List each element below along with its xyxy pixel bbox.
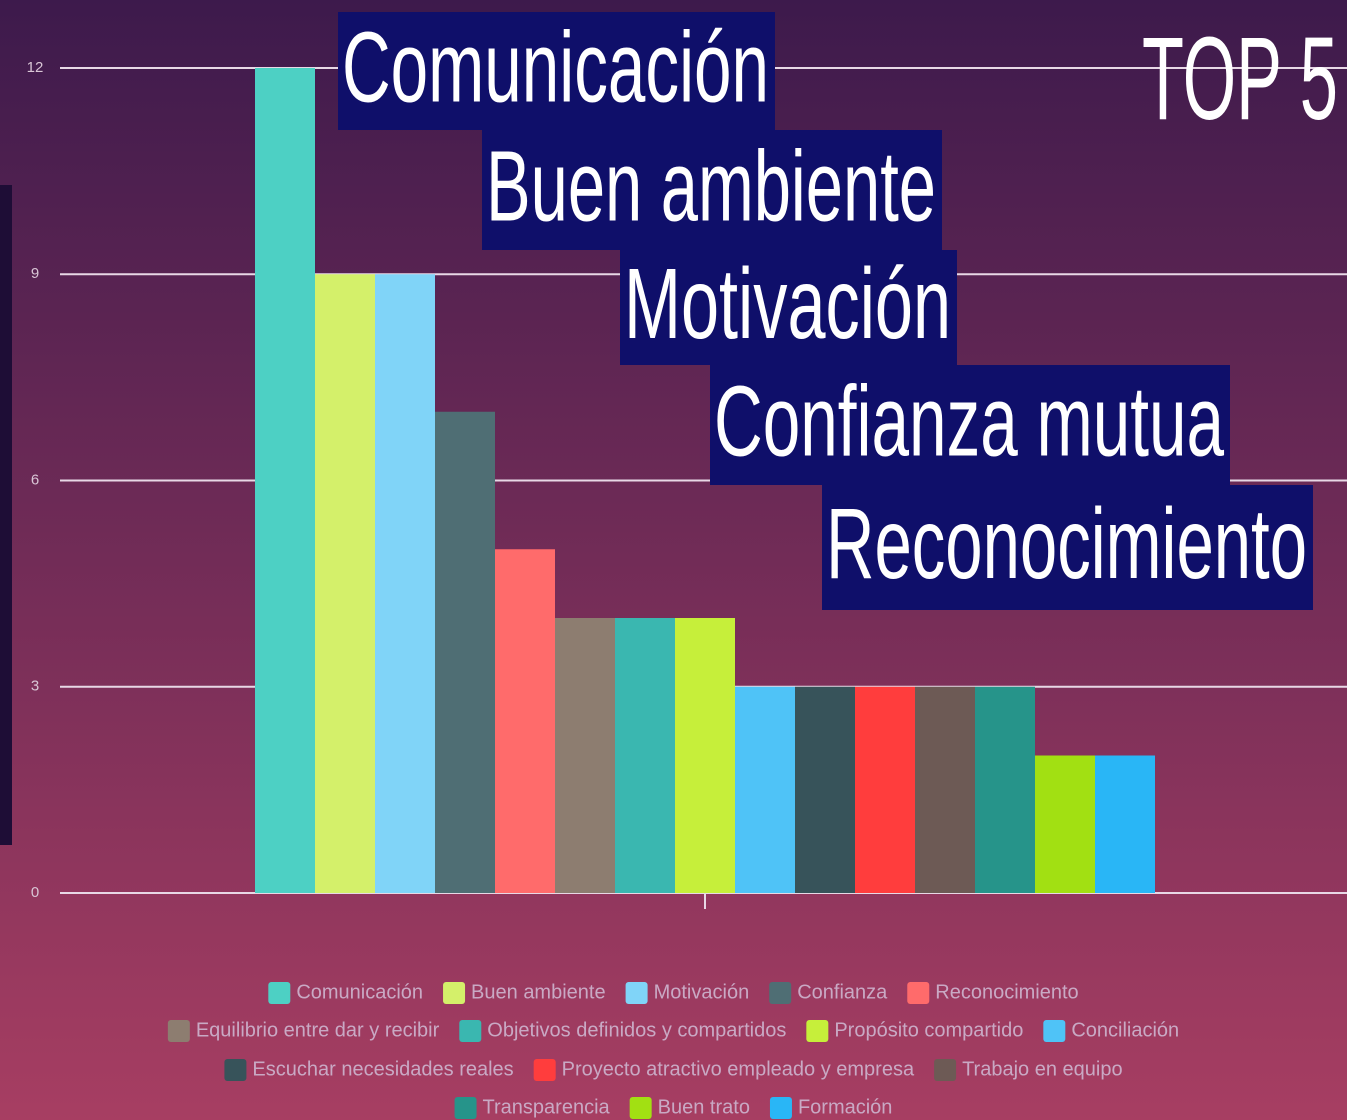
legend-swatch (459, 1020, 482, 1042)
annotation-box (620, 250, 957, 365)
legend-swatch (769, 1097, 792, 1119)
bar (1035, 755, 1095, 893)
bar (675, 618, 735, 893)
y-tick-label: 3 (31, 678, 39, 695)
annotation: Buen ambiente (486, 130, 936, 242)
annotation-box (482, 130, 942, 250)
bar (495, 549, 555, 893)
legend-label: Escuchar necesidades reales (252, 1058, 513, 1080)
legend-label: Buen ambiente (471, 981, 606, 1003)
legend-swatch (769, 982, 792, 1004)
bar (915, 686, 975, 893)
legend-label: Formación (798, 1096, 892, 1118)
legend-label: Proyecto atractivo empleado y empresa (562, 1058, 915, 1080)
bar (435, 411, 495, 893)
legend-label: Reconocimiento (935, 981, 1078, 1003)
y-tick-label: 6 (31, 471, 39, 488)
side-decoration (0, 185, 12, 845)
legend-swatch (443, 982, 466, 1004)
bar (735, 686, 795, 893)
legend-swatch (629, 1097, 652, 1119)
bar (375, 274, 435, 893)
y-tick-label: 12 (27, 59, 44, 76)
legend-label: Comunicación (296, 981, 423, 1003)
bar (1095, 755, 1155, 893)
legend-swatch (625, 982, 648, 1004)
annotation: Motivación (624, 248, 951, 360)
legend-swatch (806, 1020, 829, 1042)
legend-swatch (268, 982, 291, 1004)
legend-label: Conciliación (1071, 1019, 1179, 1041)
bar (255, 68, 315, 893)
bar (615, 618, 675, 893)
badge: TOP 5 (1142, 13, 1338, 145)
legend-swatch (533, 1059, 556, 1081)
y-tick-label: 0 (31, 884, 39, 901)
legend-label: Trabajo en equipo (962, 1058, 1123, 1080)
legend-swatch (454, 1097, 477, 1119)
legend-label: Buen trato (658, 1096, 750, 1118)
legend-label: Propósito compartido (834, 1019, 1023, 1041)
annotation-box (710, 365, 1230, 485)
bar (975, 686, 1035, 893)
bar (855, 686, 915, 893)
legend-swatch (167, 1020, 190, 1042)
annotation: Confianza mutua (714, 365, 1224, 477)
annotation-box (338, 12, 775, 130)
legend-swatch (907, 982, 930, 1004)
legend-label: Confianza (797, 981, 888, 1003)
legend-label: Transparencia (483, 1096, 611, 1118)
legend-swatch (934, 1059, 957, 1081)
bar (555, 618, 615, 893)
annotation-box (822, 485, 1313, 610)
bar (795, 686, 855, 893)
legend-swatch (1043, 1020, 1066, 1042)
legend-swatch (224, 1059, 247, 1081)
legend-label: Equilibrio entre dar y recibir (196, 1019, 440, 1041)
annotation: Reconocimiento (826, 488, 1307, 600)
bar (315, 274, 375, 893)
legend-label: Motivación (654, 981, 750, 1003)
annotation: Comunicación (342, 11, 769, 123)
legend-label: Objetivos definidos y compartidos (487, 1019, 786, 1041)
y-tick-label: 9 (31, 265, 39, 282)
